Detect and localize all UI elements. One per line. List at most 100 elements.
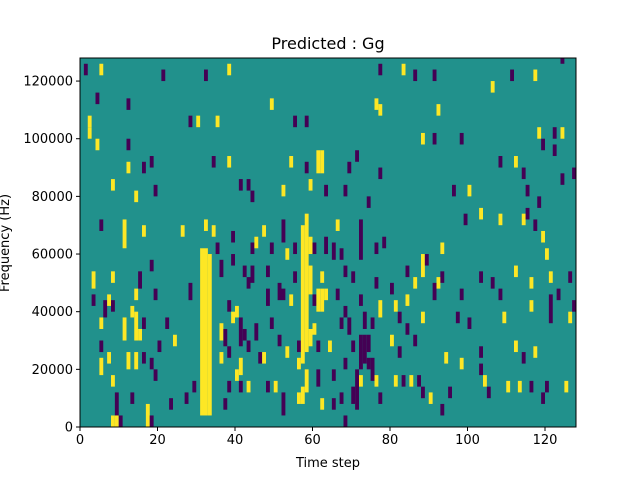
heatmap-cell — [335, 219, 340, 231]
heatmap-cell — [157, 340, 162, 353]
heatmap-cell — [142, 317, 146, 329]
heatmap-cell — [107, 294, 111, 306]
heatmap-cell — [312, 242, 317, 255]
x-tick-label: 40 — [227, 433, 244, 448]
heatmap-cell — [514, 156, 518, 168]
heatmap-cell — [142, 225, 146, 237]
heatmap-cell — [521, 352, 526, 364]
heatmap-cell — [331, 398, 336, 410]
heatmap-cell — [374, 98, 379, 110]
heatmap-cell — [99, 340, 104, 353]
heatmap-cell — [215, 242, 220, 255]
heatmap-cell — [153, 288, 158, 301]
heatmap-cell — [343, 357, 348, 370]
heatmap-cell — [238, 179, 243, 191]
heatmap-cell — [351, 386, 356, 404]
heatmap-cell — [300, 225, 305, 364]
heatmap-cell — [161, 69, 166, 82]
heatmap-cell — [440, 271, 445, 283]
heatmap-cell — [246, 380, 251, 393]
heatmap-cell — [289, 156, 294, 168]
heatmap-cell — [448, 386, 452, 399]
heatmap-cell — [293, 242, 297, 255]
heatmap-cell — [262, 352, 266, 364]
heatmap-cell — [308, 265, 313, 295]
heatmap-cell — [397, 311, 402, 324]
heatmap-cell — [204, 69, 208, 82]
plot-area — [79, 57, 577, 428]
y-tick-label: 60000 — [32, 248, 73, 263]
heatmap-cell — [316, 288, 321, 312]
heatmap-cell — [514, 265, 518, 278]
heatmap-cell — [304, 115, 309, 128]
heatmap-cell — [111, 415, 115, 427]
heatmap-cell — [99, 357, 104, 376]
heatmap-cell — [99, 219, 104, 231]
heatmap-cell — [308, 328, 313, 347]
heatmap-cell — [331, 369, 336, 381]
heatmap-cell — [153, 184, 158, 197]
heatmap-cell — [467, 184, 472, 197]
heatmap-cell — [83, 63, 88, 76]
heatmap-cell — [483, 375, 487, 387]
heatmap-cell — [529, 277, 534, 289]
heatmap-cell — [246, 277, 251, 289]
chart-title: Predicted : Gg — [271, 34, 384, 53]
heatmap-cell — [347, 161, 352, 174]
heatmap-cell — [529, 380, 534, 393]
heatmap-cell — [149, 357, 154, 370]
heatmap-cell — [382, 236, 387, 249]
heatmap-cell — [378, 300, 383, 318]
heatmap-cell — [370, 357, 375, 381]
heatmap-cell — [219, 259, 224, 278]
heatmap-cell — [541, 392, 545, 404]
heatmap-cell — [545, 248, 549, 260]
heatmap-cell — [324, 288, 328, 301]
x-tick-label: 120 — [533, 433, 558, 448]
heatmap-cell — [413, 277, 418, 289]
heatmap-cell — [440, 242, 445, 255]
heatmap-cell — [289, 294, 294, 306]
heatmap-cell — [517, 380, 522, 393]
heatmap-cell — [572, 300, 576, 312]
heatmap-cell — [525, 184, 530, 197]
heatmap-cell — [362, 311, 367, 329]
heatmap-cell — [428, 392, 433, 404]
heatmap-cell — [126, 98, 131, 110]
heatmap-cell — [266, 288, 270, 306]
heatmap-cell — [215, 115, 220, 128]
heatmap-cell — [231, 230, 235, 243]
plot-frame — [79, 57, 577, 428]
heatmap-cell — [436, 277, 441, 289]
heatmap-cell — [378, 392, 383, 404]
heatmap-cell — [238, 317, 243, 347]
heatmap-cell — [479, 207, 483, 220]
heatmap-cell — [91, 271, 96, 289]
heatmap-cell — [207, 254, 212, 416]
heatmap-cell — [525, 207, 530, 220]
heatmap-cell — [320, 271, 325, 283]
heatmap-cell — [490, 81, 495, 93]
heatmap-cell — [320, 288, 325, 312]
heatmap-cell — [351, 340, 356, 353]
heatmap-cell — [300, 386, 305, 404]
heatmap-cell — [378, 167, 383, 180]
heatmap-cell — [421, 311, 425, 324]
heatmap-cell — [99, 63, 104, 76]
heatmap-cell — [556, 288, 561, 301]
heatmap-cell — [266, 380, 270, 393]
heatmap-cell — [130, 392, 135, 404]
heatmap-cell — [401, 375, 406, 387]
heatmap-cell — [514, 340, 518, 353]
heatmap-cell — [227, 380, 232, 393]
heatmap-cell — [269, 317, 274, 329]
heatmap-cell — [87, 115, 92, 128]
heatmap-cell — [258, 352, 263, 364]
heatmap-cell — [552, 127, 557, 139]
heatmap-cell — [107, 352, 111, 364]
heatmap-cell — [463, 213, 468, 226]
heatmap-cell — [227, 300, 232, 312]
heatmap-cell — [293, 115, 297, 128]
heatmap-cell — [122, 317, 127, 341]
